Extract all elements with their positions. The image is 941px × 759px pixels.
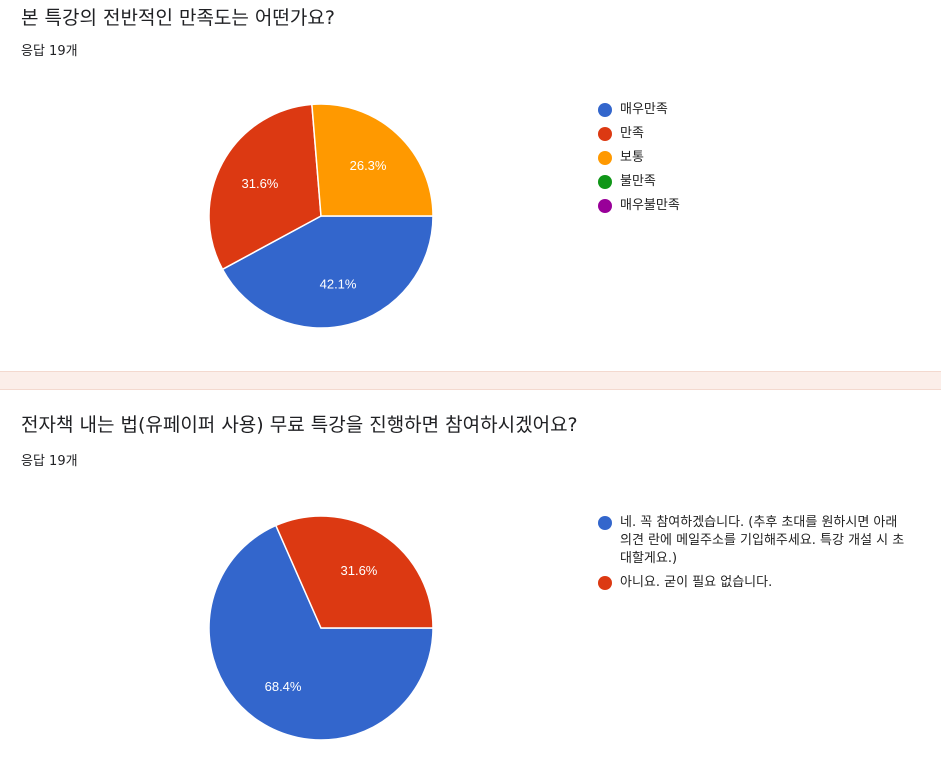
pie1-slice-1-label: 31.6% [242,176,279,191]
section-divider [0,371,941,390]
legend2-swatch-0 [598,516,612,530]
pie-chart-1: 42.1% 31.6% 26.3% [208,103,434,329]
legend1-swatch-1 [598,127,612,141]
pie1-slice-0[interactable] [221,215,434,329]
question-title-2: 전자책 내는 법(유페이퍼 사용) 무료 특강을 진행하면 참여하시겠어요? [21,414,578,436]
legend1-item-3[interactable]: 불만족 [598,173,680,191]
pie-chart-2: 68.4% 31.6% [208,515,434,741]
legend1-swatch-3 [598,175,612,189]
question-card-1: 본 특강의 전반적인 만족도는 어떤가요? 응답 19개 42.1% 31.6% 2… [0,0,941,371]
pie1-slice-1[interactable] [208,103,322,271]
pie2-slice-0[interactable] [208,524,434,741]
pie2-slice-1[interactable] [274,515,434,629]
legend1-swatch-2 [598,151,612,165]
legend2-label-0: 네. 꼭 참여하겠습니다. (추후 초대를 원하시면 아래 의견 란에 메일주소… [620,515,905,566]
legend-2: 네. 꼭 참여하겠습니다. (추후 초대를 원하시면 아래 의견 란에 메일주소… [598,514,910,598]
legend2-swatch-1 [598,576,612,590]
pie2-slice-0-label: 68.4% [265,679,302,694]
legend1-swatch-4 [598,199,612,213]
legend1-label-1: 만족 [620,126,644,141]
legend1-item-2[interactable]: 보통 [598,149,680,167]
legend1-item-4[interactable]: 매우불만족 [598,197,680,215]
response-count-1: 응답 19개 [21,44,78,59]
pie1-slice-0-label: 42.1% [320,276,357,291]
legend1-label-2: 보통 [620,150,644,165]
response-count-2: 응답 19개 [21,454,78,469]
legend2-item-0[interactable]: 네. 꼭 참여하겠습니다. (추후 초대를 원하시면 아래 의견 란에 메일주소… [598,514,910,568]
legend2-label-1: 아니요. 굳이 필요 없습니다. [620,575,773,590]
question-title-1: 본 특강의 전반적인 만족도는 어떤가요? [21,7,335,29]
question-card-2: 전자책 내는 법(유페이퍼 사용) 무료 특강을 진행하면 참여하시겠어요? 응… [0,390,941,759]
legend1-label-3: 불만족 [620,174,656,189]
legend1-item-1[interactable]: 만족 [598,125,680,143]
legend1-item-0[interactable]: 매우만족 [598,101,680,119]
pie1-slice-2[interactable] [311,103,434,217]
pie1-slice-2-label: 26.3% [350,158,387,173]
legend1-label-4: 매우불만족 [620,198,680,213]
pie2-slice-1-label: 31.6% [341,563,378,578]
legend1-swatch-0 [598,103,612,117]
legend2-item-1[interactable]: 아니요. 굳이 필요 없습니다. [598,574,910,592]
legend1-label-0: 매우만족 [620,102,668,117]
